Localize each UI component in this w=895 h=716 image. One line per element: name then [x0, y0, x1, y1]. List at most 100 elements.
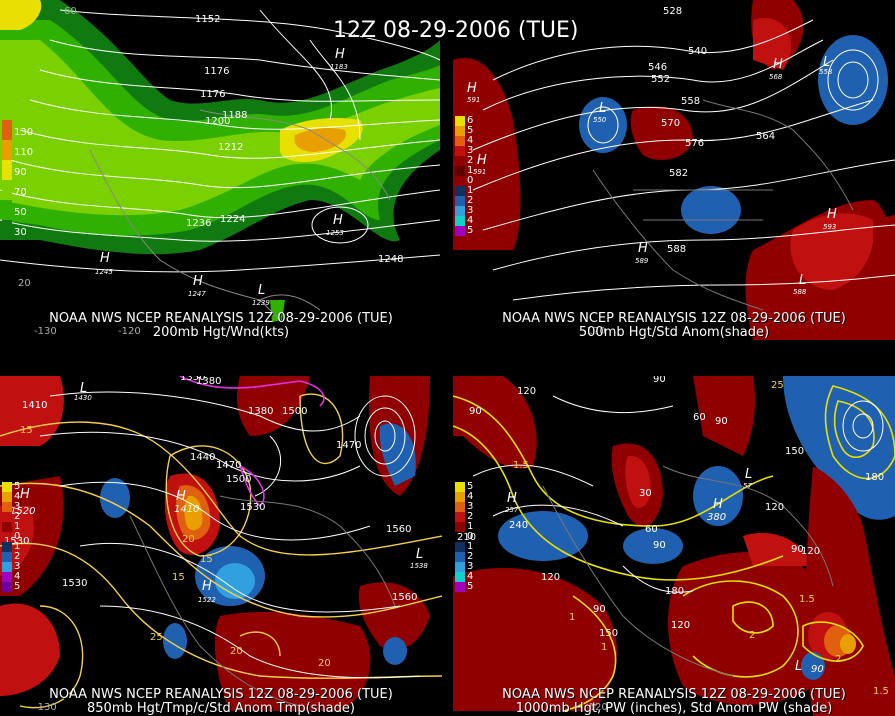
contour-label: 90 [653, 540, 666, 551]
contour-label: 1500 [226, 474, 251, 485]
low-marker: L [799, 273, 806, 288]
low-value: 1538 [410, 562, 428, 570]
contour-label: 90 [653, 376, 666, 385]
pw-label: 1.5 [799, 594, 815, 605]
coastlines [542, 465, 834, 677]
contour-label: 1380 [248, 406, 273, 417]
contour-label: 582 [669, 168, 688, 179]
low-value: 588 [793, 288, 807, 296]
legend-label: 1 [467, 185, 474, 196]
coastlines [89, 109, 391, 321]
legend-label: 4 [467, 135, 474, 146]
panel-850mb: 1350 1380 1410 1380 1440 1470 1500 1500 … [0, 376, 442, 716]
contour-label: 120 [541, 572, 560, 583]
legend-swatch [2, 120, 12, 140]
contour-label: 240 [509, 520, 528, 531]
legend-label: 1 [467, 541, 474, 552]
height-contours [472, 19, 895, 301]
contour-label: 1530 [4, 536, 29, 547]
panel-caption-source: NOAA NWS NCEP REANALYSIS 12Z 08-29-2006 … [49, 687, 393, 702]
legend-label: 2 [467, 551, 474, 562]
map-500mb: 528 540 546 552 558 564 570 576 582 588 … [453, 0, 895, 340]
legend-label: 5 [14, 581, 21, 592]
contour-label: 1188 [222, 110, 247, 121]
contour-label: 90 [593, 604, 606, 615]
low-value: 550 [593, 116, 607, 124]
legend-label: 1 [467, 165, 474, 176]
low-marker: L [823, 55, 830, 70]
legend-label: 5 [467, 581, 474, 592]
height-contours [472, 395, 884, 593]
legend-label: 50 [14, 207, 27, 218]
high-marker: H [335, 47, 345, 62]
contour-label: 546 [648, 62, 667, 73]
legend-label: 5 [14, 481, 21, 492]
high-value: 1520 [10, 506, 35, 517]
contour-label: 120 [671, 620, 690, 631]
pw-label: 1 [569, 612, 575, 623]
high-value: 1522 [198, 596, 216, 604]
contour-label: 1440 [190, 452, 215, 463]
legend-swatch [2, 220, 12, 240]
contour-label: 1530 [62, 578, 87, 589]
temp-label: 25 [150, 632, 163, 643]
coastlines [592, 99, 854, 311]
legend-label: 3 [467, 145, 474, 156]
high-value: 380 [707, 512, 726, 523]
contour-label: 1224 [220, 214, 245, 225]
high-marker: H [100, 251, 110, 266]
lon-label: -120 [585, 702, 608, 713]
contour-label: 1236 [186, 218, 211, 229]
contour-label: 558 [681, 96, 700, 107]
contour-label: 1560 [386, 524, 411, 535]
legend-label: 3 [14, 501, 21, 512]
legend-label: 2 [467, 195, 474, 206]
panel-caption-source: NOAA NWS NCEP REANALYSIS 12Z 08-29-2006 … [502, 311, 846, 326]
high-value: 591 [473, 168, 486, 176]
high-marker: H [176, 489, 186, 504]
legend-swatch [2, 180, 12, 200]
legend-label: 5 [467, 125, 474, 136]
contour-label: 90 [715, 416, 728, 427]
contour-label: 180 [865, 472, 884, 483]
low-marker: L [258, 283, 265, 298]
legend-label: 2 [467, 511, 474, 522]
high-marker: H [193, 274, 203, 289]
pw-label: 1.5 [513, 460, 529, 471]
pw-label: 25 [771, 380, 784, 391]
contour-label: 1470 [336, 440, 361, 451]
contour-label: 90 [469, 406, 482, 417]
contour-label: 30 [639, 488, 652, 499]
contour-label: 1200 [205, 116, 230, 127]
high-value: 1245 [95, 268, 113, 276]
low-marker: L [745, 467, 752, 482]
contour-label: 1212 [218, 142, 243, 153]
temp-label: 15 [172, 572, 185, 583]
temp-label: 20 [230, 646, 243, 657]
high-marker: H [20, 487, 30, 502]
panel-caption-field: 500mb Hgt/Std Anom(shade) [578, 325, 770, 340]
legend-label: 2 [14, 511, 21, 522]
coastlines [129, 495, 396, 707]
high-value: 591 [467, 96, 480, 104]
high-value: 568 [769, 73, 783, 81]
temp-label: 15 [20, 425, 33, 436]
legend-label: 90 [14, 167, 27, 178]
high-marker: H [638, 241, 648, 256]
legend-label: 1 [467, 521, 474, 532]
high-marker: H [773, 57, 783, 72]
legend-label: 3 [467, 205, 474, 216]
legend-label: 2 [14, 551, 21, 562]
contour-label: 60 [645, 524, 658, 535]
low-value: 1430 [74, 394, 92, 402]
height-contours [39, 391, 421, 679]
high-marker: H [713, 497, 723, 512]
contour-label: 180 [665, 586, 684, 597]
high-marker: H [477, 153, 487, 168]
contour-label: 552 [651, 74, 670, 85]
low-value: 57 [743, 482, 752, 490]
pw-label: 2 [749, 630, 755, 641]
lon-label: -120 [118, 326, 141, 337]
high-value: 593 [823, 223, 836, 231]
contour-label: 564 [756, 131, 775, 142]
